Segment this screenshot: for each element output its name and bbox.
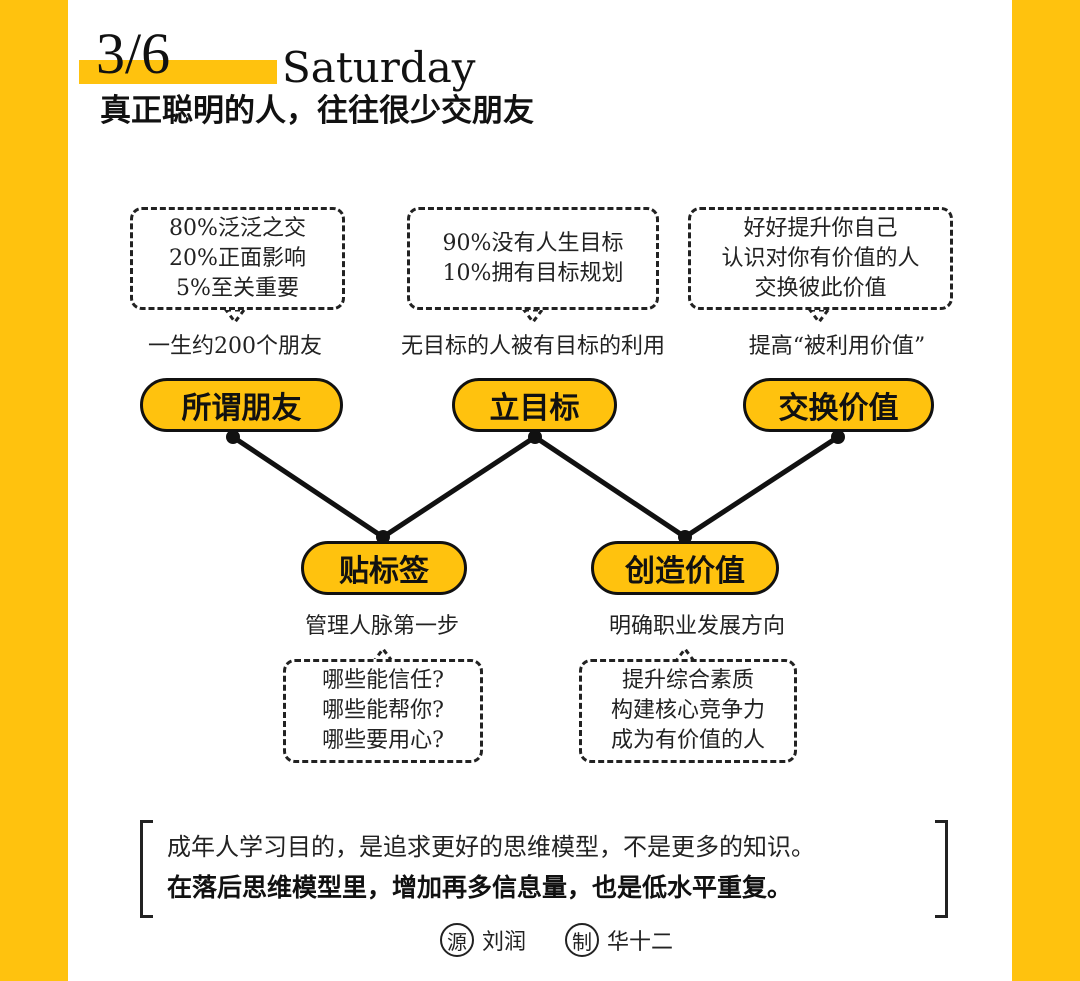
bubble-exchange: 好好提升你自己 认识对你有价值的人 交换彼此价值	[688, 207, 953, 310]
bubble-line: 构建核心竞争力	[610, 698, 765, 723]
node-goals: 立目标	[452, 378, 617, 432]
node-friends: 所谓朋友	[140, 378, 343, 432]
quote-line-1: 成年人学习目的，是追求更好的思维模型，不是更多的知识。	[167, 833, 815, 861]
credit-maker: 制 华十二	[565, 920, 673, 960]
bubble-line: 认识对你有价值的人	[721, 245, 920, 271]
connector-dot	[831, 430, 845, 444]
connector-line	[381, 434, 537, 540]
quote-bracket-left	[140, 820, 153, 918]
quote-line-2: 在落后思维模型里，增加再多信息量，也是低水平重复。	[167, 873, 793, 902]
bubble-line: 80%泛泛之交	[169, 215, 306, 241]
date-highlight-bar	[79, 60, 277, 84]
bubble-line: 哪些能帮你?	[322, 698, 444, 723]
quote-bracket-right	[935, 820, 948, 918]
bubble-line: 提升综合素质	[621, 668, 754, 693]
bubble-line: 好好提升你自己	[743, 215, 898, 241]
node-exchange-value: 交换价值	[743, 378, 934, 432]
connector-dot	[376, 530, 390, 544]
bubble-create-value: 提升综合素质 构建核心竞争力 成为有价值的人	[579, 659, 797, 763]
bubble-line: 哪些能信任?	[322, 668, 444, 693]
connector-dot	[226, 430, 240, 444]
node-create-value: 创造价值	[591, 541, 779, 595]
bubble-line: 交换彼此价值	[754, 275, 887, 301]
page-title: 真正聪明的人，往往很少交朋友	[100, 93, 534, 129]
bubble-line: 90%没有人生目标	[442, 230, 624, 256]
bubble-tail	[521, 308, 545, 325]
credit-source: 源 刘润	[440, 920, 526, 960]
bubble-line: 20%正面影响	[169, 245, 306, 271]
bubble-labeling: 哪些能信任? 哪些能帮你? 哪些要用心?	[283, 659, 483, 763]
connector-line	[231, 434, 385, 540]
weekday: Saturday	[282, 43, 476, 92]
bubble-friends: 80%泛泛之交 20%正面影响 5%至关重要	[130, 207, 345, 310]
source-name: 刘润	[482, 930, 527, 955]
bubble-line: 成为有价值的人	[610, 728, 765, 753]
caption-exchange: 提高“被利用价值”	[748, 334, 926, 359]
date-number: 3/6	[96, 21, 171, 86]
bubble-tail	[223, 308, 247, 325]
maker-mark: 制	[565, 923, 599, 957]
bubble-line: 10%拥有目标规划	[442, 260, 624, 286]
caption-friends: 一生约200个朋友	[148, 334, 322, 359]
caption-create-value: 明确职业发展方向	[608, 614, 785, 639]
node-labeling: 贴标签	[301, 541, 467, 595]
bubble-line: 哪些要用心?	[322, 728, 444, 753]
connector-dot	[528, 430, 542, 444]
content-panel	[68, 0, 1012, 981]
bubble-goals: 90%没有人生目标 10%拥有目标规划	[407, 207, 659, 310]
bubble-line: 5%至关重要	[176, 275, 299, 301]
connector-line	[533, 434, 687, 540]
connector-dot	[678, 530, 692, 544]
bubble-tail	[807, 308, 831, 325]
maker-name: 华十二	[607, 930, 674, 955]
caption-goals: 无目标的人被有目标的利用	[400, 334, 665, 359]
source-mark: 源	[440, 923, 474, 957]
caption-labeling: 管理人脉第一步	[304, 614, 459, 639]
connector-line	[683, 434, 840, 540]
